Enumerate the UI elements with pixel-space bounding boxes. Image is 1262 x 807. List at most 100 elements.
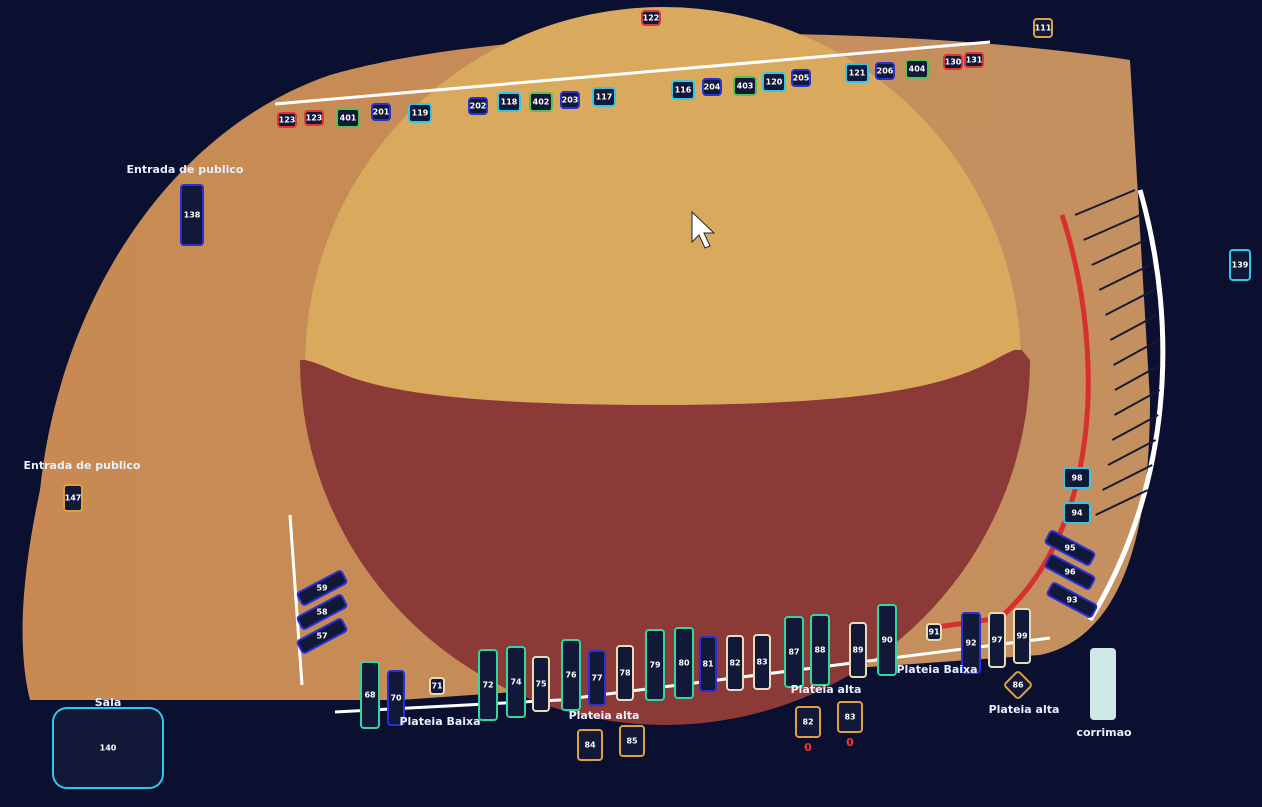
fixture-body [560,91,580,109]
fixture[interactable]: 139 [1229,249,1251,281]
fixture[interactable]: 116 [671,80,695,100]
fixture[interactable]: 59 [296,570,348,606]
fixture-body [592,87,616,107]
fixture[interactable]: 138 [180,184,204,246]
fixture-label: 91 [928,628,940,637]
fixture[interactable]: 120 [762,72,786,92]
fixture[interactable]: 86 [1004,671,1032,699]
fixture[interactable]: 97 [988,612,1006,668]
fixture-label: 78 [619,669,631,678]
fixture[interactable]: 147 [63,484,83,512]
corrimao-slider[interactable] [1090,648,1116,720]
fixture-label: 119 [412,109,429,118]
fixture-body [371,103,391,121]
fixture-label: 97 [991,636,1002,645]
fixture[interactable]: 140 [52,707,164,789]
fixture[interactable]: 82 [726,635,744,691]
fixture-label: 85 [626,737,638,746]
fixture[interactable]: 80 [674,627,694,699]
fixture[interactable]: 77 [588,650,606,706]
fixture[interactable]: 92 [961,612,981,674]
fixture[interactable]: 201 [371,103,391,121]
fixture[interactable]: 94 [1063,502,1091,524]
fixture[interactable]: 68 [360,661,380,729]
fixture[interactable]: 58 [296,594,348,630]
fixture-body [1033,18,1053,38]
fixture-body [702,78,722,96]
fixture[interactable]: 79 [645,629,665,701]
fixture[interactable]: 123 [304,110,324,126]
fixture[interactable]: 93 [1046,582,1098,618]
fixture-body [478,649,498,721]
fixture-label: 83 [756,658,767,667]
fixture[interactable]: 122 [641,10,661,26]
fixture-body [877,604,897,676]
fixture-label: 122 [643,14,660,23]
fixture[interactable]: 90 [877,604,897,676]
step-line [1107,439,1157,466]
fixture[interactable]: 111 [1033,18,1053,38]
fixture[interactable]: 402 [529,92,553,112]
fixture-label: 58 [316,608,328,617]
fixture-body [296,570,348,606]
fixture[interactable]: 89 [849,622,867,678]
fixture[interactable]: 76 [561,639,581,711]
fixture[interactable]: 71 [429,677,445,695]
fixture[interactable]: 130 [943,54,963,70]
fixture[interactable]: 74 [506,646,526,718]
fixture[interactable]: 57 [296,618,348,654]
fixture-body [1229,249,1251,281]
fixture-label: 76 [565,671,577,680]
fixture-body [988,612,1006,668]
fixture[interactable]: 205 [791,69,811,87]
step-line [1102,464,1153,491]
fixture-label: 123 [279,116,296,125]
fixture[interactable]: 81 [699,636,717,692]
fixture-label: 84 [584,741,596,750]
fixture[interactable]: 84 [577,729,603,761]
fixture[interactable]: 85 [619,725,645,757]
fixture[interactable]: 78 [616,645,634,701]
fixture-label: 74 [510,678,522,687]
fixture-body [387,670,405,726]
fixture[interactable]: 203 [560,91,580,109]
top-truss [274,40,991,106]
fixture-label: 123 [306,114,323,123]
fixture[interactable]: 119 [408,103,432,123]
fixture[interactable]: 75 [532,656,550,712]
fixture[interactable]: 72 [478,649,498,721]
fixture-body [532,656,550,712]
fixture-label: 111 [1035,24,1052,33]
fixture[interactable]: 91 [926,623,942,641]
fixture-body [429,677,445,695]
fixture[interactable]: 123 [277,112,297,128]
fixture[interactable]: 403 [733,76,757,96]
fixture[interactable]: 121 [845,63,869,83]
fixture[interactable]: 98 [1063,467,1091,489]
fixture[interactable]: 82 [795,706,821,738]
fixture[interactable]: 83 [837,701,863,733]
fixture-label: 82 [729,659,740,668]
fixture-body [1013,608,1031,664]
fixture[interactable]: 118 [497,92,521,112]
fixture[interactable]: 99 [1013,608,1031,664]
fixture[interactable]: 96 [1044,554,1096,590]
fixture-body [795,706,821,738]
fixture-label: 203 [562,96,579,105]
fixture[interactable]: 88 [810,614,830,686]
fixture[interactable]: 117 [592,87,616,107]
fixture[interactable]: 202 [468,97,488,115]
fixture[interactable]: 83 [753,634,771,690]
fixture[interactable]: 95 [1044,530,1096,566]
rail-white [1087,189,1166,622]
fixture[interactable]: 206 [875,62,895,80]
fixture[interactable]: 401 [336,108,360,128]
fixture-body [645,629,665,701]
fixture[interactable]: 70 [387,670,405,726]
fixture[interactable]: 131 [964,52,984,68]
fixture-label: 81 [702,660,714,669]
step-line [1113,389,1161,416]
fixture[interactable]: 404 [905,59,929,79]
fixture[interactable]: 87 [784,616,804,688]
fixture[interactable]: 204 [702,78,722,96]
